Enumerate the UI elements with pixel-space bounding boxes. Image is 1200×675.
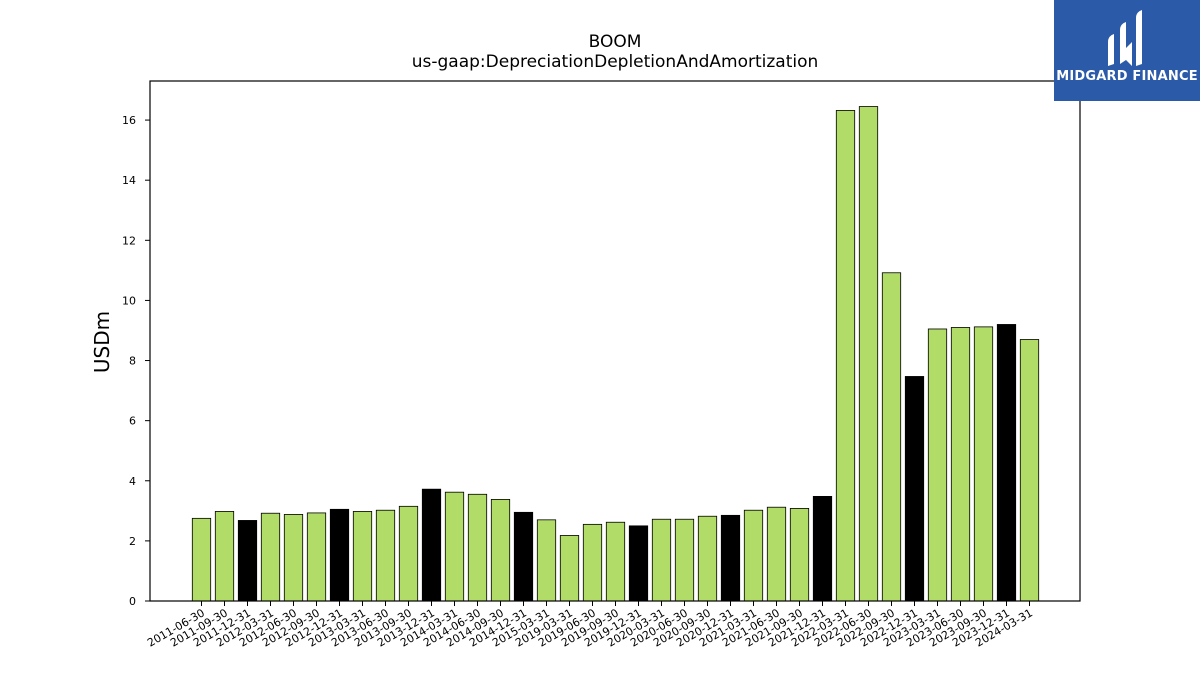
- bar: [996, 324, 1017, 602]
- bar: [559, 535, 580, 602]
- y-tick-label: 0: [129, 595, 136, 608]
- bar: [835, 110, 856, 602]
- bar: [375, 509, 396, 602]
- bar: [306, 512, 327, 602]
- bar: [651, 518, 672, 602]
- bar: [329, 508, 350, 602]
- bar: [421, 488, 442, 602]
- y-tick-label: 16: [122, 114, 136, 127]
- bar: [674, 518, 695, 602]
- bar: [605, 521, 626, 602]
- bar: [927, 328, 948, 602]
- y-tick-label: 2: [129, 535, 136, 548]
- bar: [444, 491, 465, 602]
- bar: [743, 509, 764, 602]
- logo-text: MIDGARD FINANCE: [1056, 69, 1198, 84]
- bar: [720, 514, 741, 602]
- bar: [789, 508, 810, 602]
- logo-mark-icon: [1108, 10, 1142, 66]
- bar: [536, 519, 557, 602]
- bar: [582, 523, 603, 602]
- chart-subtitle: us-gaap:DepreciationDepletionAndAmortiza…: [411, 52, 819, 72]
- y-tick-label: 6: [129, 415, 136, 428]
- bar: [904, 376, 925, 602]
- y-tick-label: 8: [129, 355, 136, 368]
- bar: [973, 326, 994, 602]
- bar: [950, 327, 971, 602]
- bar: [858, 106, 879, 602]
- bar: [881, 272, 902, 602]
- y-axis-label: USDm: [90, 310, 114, 374]
- bar: [237, 520, 258, 602]
- bar: [628, 525, 649, 602]
- brand-logo: MIDGARD FINANCE: [1054, 0, 1200, 101]
- chart-title: BOOM: [588, 32, 642, 52]
- bar: [812, 495, 833, 602]
- bar: [398, 505, 419, 602]
- bar: [467, 493, 488, 602]
- y-tick-label: 14: [122, 174, 136, 187]
- bar: [191, 517, 212, 602]
- bar: [1019, 339, 1040, 602]
- bar: [214, 511, 235, 602]
- y-tick-label: 4: [129, 475, 136, 488]
- bar: [490, 498, 511, 602]
- bar: [283, 514, 304, 602]
- bar: [260, 512, 281, 602]
- bar: [697, 515, 718, 602]
- y-tick-label: 10: [122, 294, 136, 307]
- y-tick-label: 12: [122, 234, 136, 247]
- bar: [766, 506, 787, 602]
- bar: [352, 511, 373, 602]
- bar: [513, 511, 534, 602]
